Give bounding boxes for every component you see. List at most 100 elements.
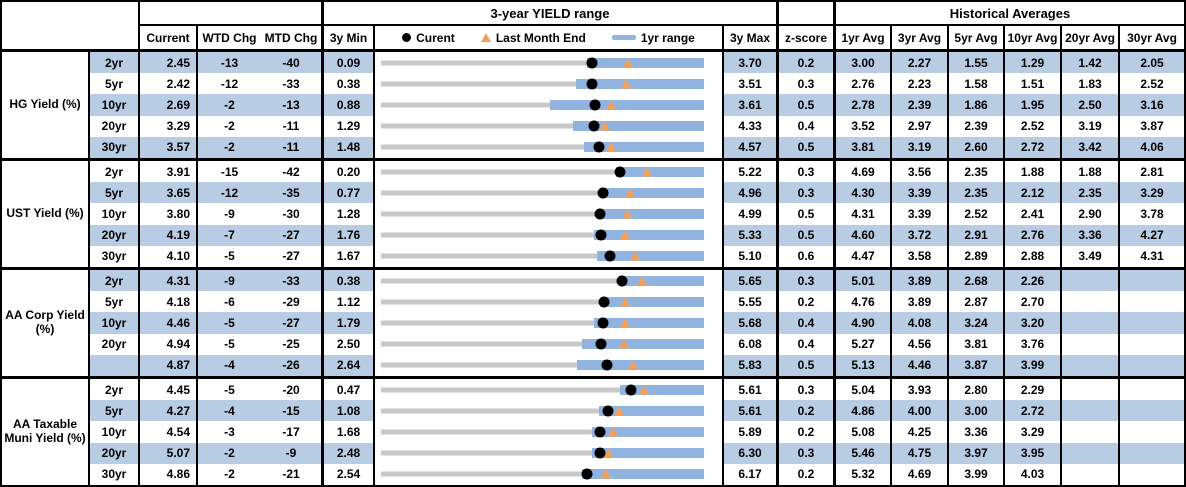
last-month-end-marker [637,276,648,286]
three-year-range-track [381,299,704,305]
avg-cell-5yr: 3.24 [949,312,1005,334]
avg-cell-3yr: 4.69 [892,463,949,485]
avg-cell-10yr: 3.99 [1005,354,1062,377]
avg-cell-1yr: 5.27 [836,333,892,355]
range-chart [375,463,724,485]
min-3y-cell: 0.09 [324,52,375,74]
current-cell: 3.80 [140,203,198,225]
last-month-end-marker [608,427,619,437]
three-year-range-track [381,429,704,435]
avg-cell-1yr: 4.60 [836,224,892,246]
current-marker [598,296,610,308]
range-bar-icon [611,35,636,40]
legend-last-month-end: Last Month End [480,31,586,45]
table-row: 30yr 4.10 -5 -27 1.67 5.10 0.6 4.47 3.58 2.89 2.88… [90,245,1184,268]
wtd-chg-cell: -2 [224,467,235,482]
one-year-range-bar [601,296,704,307]
avg-cell-20yr [1062,270,1120,292]
avg-cell-10yr: 2.52 [1005,115,1062,137]
header-spacer-zscore [779,2,836,26]
avg-cell-3yr: 2.97 [892,115,949,137]
tenor-cell: 2yr [90,161,140,183]
z-score-cell: 0.5 [779,224,836,246]
tenor-cell: 20yr [90,115,140,137]
tenor-cell: 5yr [90,291,140,313]
max-3y-cell: 5.22 [724,161,779,183]
z-score-cell: 0.2 [779,52,836,74]
three-year-range-track [381,253,704,259]
three-year-range-track [381,362,704,368]
current-cell: 4.86 [140,463,198,485]
avg-cell-30yr [1120,270,1184,292]
avg-cell-30yr: 2.81 [1140,164,1164,179]
mtd-chg-cell: -17 [261,421,324,443]
table-row: 5yr 2.42 -12 -33 0.38 3.51 0.3 2.76 2.23 1.58 1.51… [90,73,1184,95]
three-year-range-track [381,144,704,150]
z-score-cell: 0.2 [779,421,836,443]
max-3y-cell: 5.61 [724,400,779,422]
group-label: UST Yield (%) [2,161,90,267]
tenor-cell: 5yr [90,400,140,422]
tenor-cell: 2yr [90,379,140,401]
last-month-end-marker [600,121,611,131]
avg-cell-3yr: 3.58 [892,245,949,268]
avg-cell-1yr: 2.78 [836,94,892,116]
wtd-chg-cell: -4 [198,400,261,422]
avg-cell-20yr [1062,354,1120,377]
min-3y-cell: 1.79 [324,312,375,334]
avg-cell-30yr [1120,421,1184,442]
avg-cell-5yr: 2.68 [949,270,1005,292]
wtd-chg-cell: -2 [198,442,261,464]
mtd-chg-cell: -15 [261,400,324,422]
avg-cell-5yr: 2.60 [949,136,1005,159]
current-marker [594,447,606,459]
avg-cell-10yr: 3.20 [1005,312,1062,334]
current-cell: 4.27 [140,400,198,422]
mtd-chg-cell: -30 [261,203,324,225]
group-label: AA Taxable Muni Yield (%) [2,379,90,485]
avg-cell-1yr: 4.47 [836,245,892,268]
table-row: 5yr 4.27 -4 -15 1.08 5.61 0.2 4.86 4.00 3.00 2.72 [90,400,1184,422]
avg-cell-20yr: 3.42 [1062,136,1120,159]
current-marker [586,78,598,90]
three-year-range-track [381,278,704,284]
current-marker [581,468,593,480]
table-row: 10yr 4.46 -5 -27 1.79 5.68 0.4 4.90 4.08 3.24 3.20 [90,312,1184,334]
z-score-cell: 0.5 [779,354,836,377]
current-marker [616,275,628,287]
wtd-chg-cell: -2 [198,136,261,159]
z-score-cell: 0.4 [779,312,836,334]
current-cell: 4.45 [140,379,198,401]
avg-cell-1yr: 2.76 [836,73,892,95]
wtd-chg-cell: -12 [220,76,239,91]
avg-cell-3yr: 3.89 [892,291,949,313]
current-dot-icon [402,33,412,42]
avg-cell-30yr [1120,400,1184,422]
avg-cell-10yr: 2.70 [1005,291,1062,313]
tenor-cell: 2yr [90,270,140,292]
avg-cell-10yr: 1.88 [1005,161,1062,183]
avg-cell-30yr: 4.27 [1120,224,1184,246]
one-year-range-bar [591,448,704,459]
tenor-cell: 20yr [90,224,140,246]
avg-cell-30yr [1120,354,1184,377]
avg-cell-3yr: 3.39 [892,182,949,204]
current-marker [594,426,606,438]
wtd-chg-cell: -2 [224,119,235,134]
max-3y-cell: 4.96 [724,182,779,204]
one-year-range-bar [593,318,704,328]
avg-cell-3yr: 3.93 [892,379,949,401]
current-marker [597,187,609,199]
current-marker [602,405,614,417]
current-cell: 4.19 [140,224,198,246]
mtd-chg-cell: -25 [261,333,324,355]
three-year-range-track [381,450,704,456]
mtd-chg-cell: -29 [261,291,324,313]
avg-cell-5yr: 2.91 [949,224,1005,246]
last-month-end-marker [624,188,635,198]
avg-cell-5yr: 3.36 [949,421,1005,443]
range-chart [375,203,724,225]
col-header-current: Current [140,26,198,49]
avg-cell-10yr: 2.26 [1005,270,1062,292]
current-marker [593,141,605,153]
